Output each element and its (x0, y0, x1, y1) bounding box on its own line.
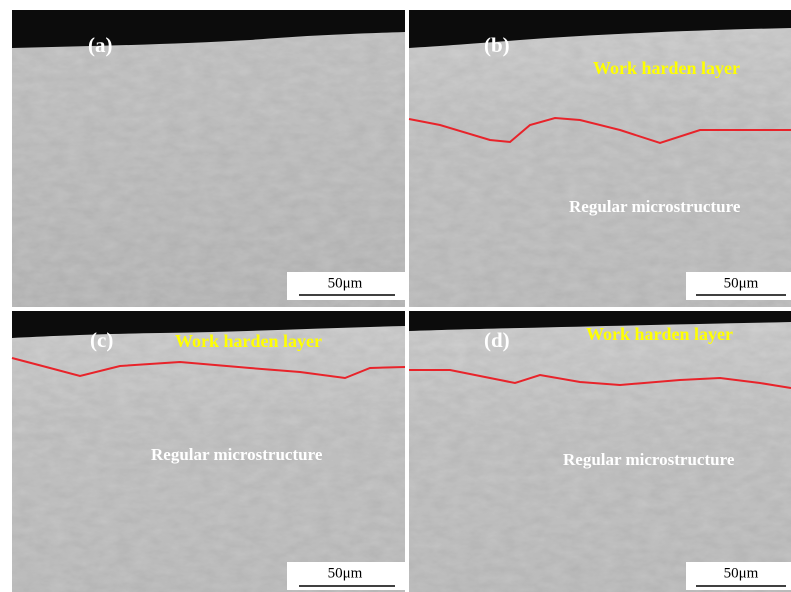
scale-text: 50μm (724, 275, 759, 291)
scale-text: 50μm (724, 565, 759, 581)
micrograph (409, 10, 791, 307)
annotation: Regular microstructure (563, 450, 735, 469)
panel-label: (b) (484, 33, 510, 57)
page: (a) 50μm (b) Work harden layer Regular m… (0, 0, 791, 592)
annotation: Regular microstructure (569, 197, 741, 216)
panel-d: (d) Work harden layer Regular microstruc… (409, 311, 791, 592)
panel-c: (c) Work harden layer Regular microstruc… (12, 311, 405, 592)
annotation: Work harden layer (593, 58, 740, 78)
panel-label: (a) (88, 33, 113, 57)
annotation: Regular microstructure (151, 445, 323, 464)
panel-label: (d) (484, 328, 510, 352)
panel-label: (c) (90, 328, 113, 352)
micrograph (12, 10, 405, 307)
scale-text: 50μm (328, 275, 363, 291)
annotation: Work harden layer (175, 331, 322, 351)
scale-text: 50μm (328, 565, 363, 581)
panel-a: (a) 50μm (12, 10, 405, 307)
annotation: Work harden layer (586, 324, 733, 344)
panel-b: (b) Work harden layer Regular microstruc… (409, 10, 791, 307)
figure: (a) 50μm (b) Work harden layer Regular m… (0, 0, 791, 592)
